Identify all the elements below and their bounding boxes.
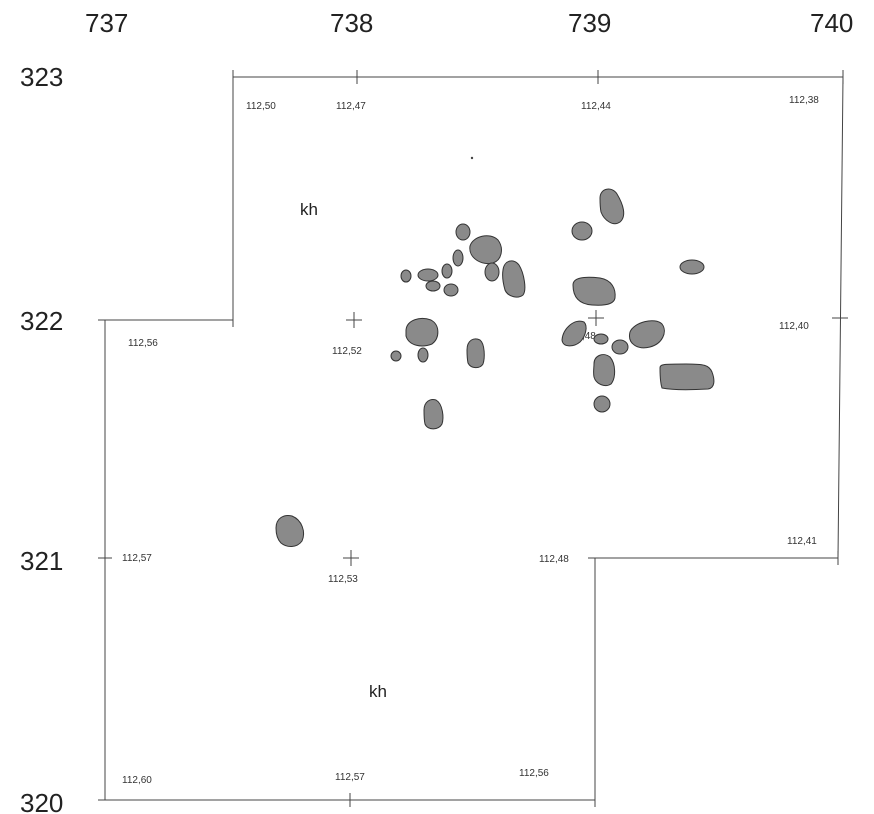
elevation-label: 112,47: [336, 101, 366, 112]
grid-crosses: [343, 310, 604, 566]
elevation-label: 112,50: [246, 101, 276, 112]
grid-x-label: 739: [568, 8, 611, 38]
stone: [425, 280, 441, 292]
stone: [561, 320, 587, 347]
elevation-label: 112,60: [122, 775, 152, 786]
stone: [572, 276, 616, 306]
stone: [502, 260, 526, 298]
stone: [593, 354, 616, 387]
stone: [599, 188, 625, 225]
elevation-label: 112,38: [789, 95, 819, 106]
stone: [679, 259, 705, 275]
elevation-label: 112,40: [779, 321, 809, 332]
soil-zone-label: kh: [300, 200, 318, 219]
stone-cluster: [275, 188, 715, 547]
stone: [423, 399, 444, 430]
elevation-label: 112,57: [122, 553, 152, 564]
grid-x-label: 738: [330, 8, 373, 38]
stone: [452, 249, 464, 267]
grid-y-label: 320: [20, 788, 63, 814]
stone: [593, 333, 609, 345]
stone: [659, 363, 715, 391]
grid-y-label: 322: [20, 306, 63, 336]
stone: [441, 263, 453, 279]
stone: [455, 223, 471, 241]
trench-outline: [104, 76, 844, 801]
stone: [469, 235, 502, 265]
elevation-label: 112,56: [519, 768, 549, 779]
stone: [390, 350, 402, 362]
stone: [629, 320, 665, 349]
elevation-label: 112,52: [332, 346, 362, 357]
grid-x-label: 737: [85, 8, 128, 38]
elevation-label: 112,57: [335, 772, 365, 783]
grid-x-label: 740: [810, 8, 853, 38]
elevation-label: 112,48: [539, 554, 569, 565]
soil-zone-label: kh: [369, 682, 387, 701]
elevation-label: 112,56: [128, 338, 158, 349]
boundary-ticks: [98, 70, 848, 807]
stone: [417, 268, 439, 282]
stone: [466, 338, 485, 369]
stone: [443, 283, 459, 297]
stone: [611, 339, 629, 355]
stone: [417, 347, 429, 363]
stone: [275, 515, 305, 547]
stone: [400, 269, 412, 283]
grid-y-label: 321: [20, 546, 63, 576]
stone: [484, 262, 500, 282]
stone: [593, 395, 611, 413]
elevation-label: 112,44: [581, 101, 611, 112]
elevation-label: 112,53: [328, 574, 358, 585]
stone: [571, 221, 593, 241]
grid-y-label: 323: [20, 62, 63, 92]
survey-dot: [470, 156, 474, 160]
stone: [405, 317, 439, 347]
elevation-label: 112,41: [787, 536, 817, 547]
